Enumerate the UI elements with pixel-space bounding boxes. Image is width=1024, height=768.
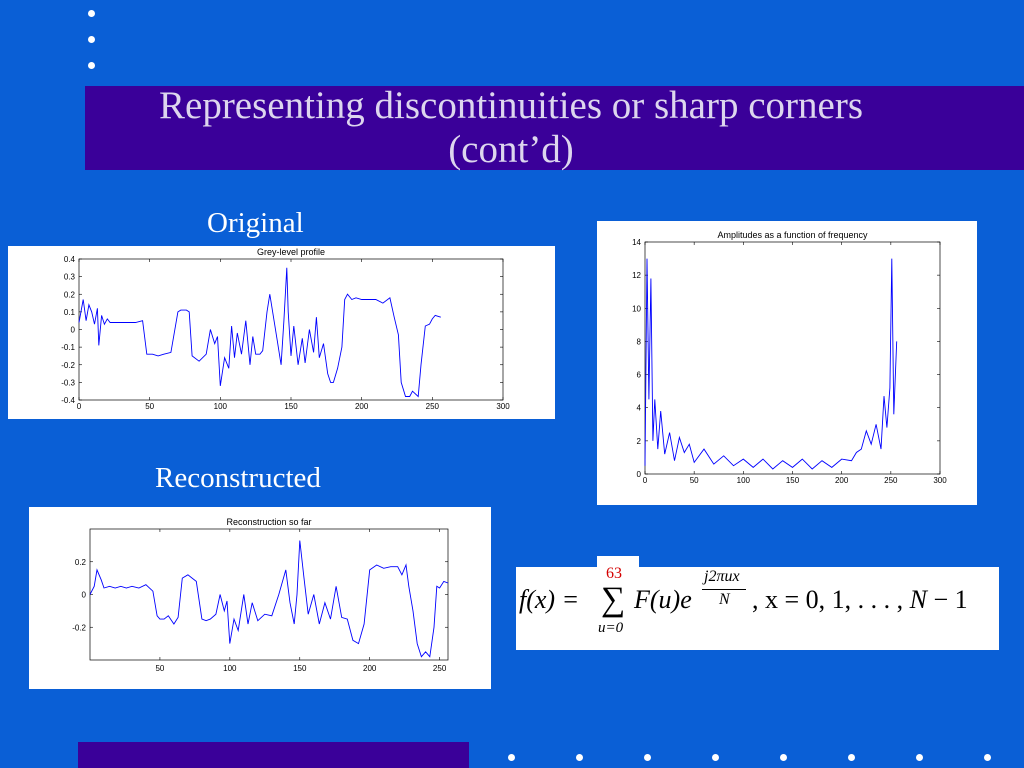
y-tick-label: 0.2 (64, 290, 76, 299)
label-original: Original (207, 207, 304, 239)
x-tick-label: 50 (145, 402, 154, 411)
sigma-symbol: ∑ (601, 581, 626, 618)
bullet-dot (848, 754, 855, 761)
x-tick-label: 150 (786, 476, 800, 485)
y-tick-label: 2 (637, 437, 642, 446)
title-band (85, 86, 1024, 170)
x-tick-label: 150 (293, 664, 307, 673)
x-tick-label: 200 (835, 476, 849, 485)
y-tick-label: 12 (632, 271, 641, 280)
exponent-denominator: N (719, 591, 730, 608)
plot-frame (78, 258, 504, 401)
y-tick-label: 0 (82, 591, 87, 600)
plot-frame (89, 528, 449, 661)
y-tick-label: 0 (637, 470, 642, 479)
top-bullet-dots (88, 10, 102, 88)
y-tick-label: 0.3 (64, 273, 76, 282)
chart-title: Amplitudes as a function of frequency (717, 230, 868, 240)
slide-title: Representing discontinuities or sharp co… (85, 84, 937, 172)
formula-tail-suffix: − 1 (927, 585, 968, 614)
y-tick-label: -0.2 (72, 623, 86, 632)
x-tick-label: 0 (77, 402, 82, 411)
bullet-dot (508, 754, 515, 761)
x-tick-label: 300 (933, 476, 947, 485)
series-line (644, 258, 898, 470)
series-line (89, 540, 449, 658)
y-tick-label: 6 (637, 371, 642, 380)
x-tick-label: 100 (214, 402, 228, 411)
x-tick-label: 300 (496, 402, 510, 411)
x-tick-label: 0 (643, 476, 648, 485)
y-tick-label: -0.2 (61, 361, 75, 370)
y-tick-label: 0.1 (64, 308, 76, 317)
formula-term: F(u)e (634, 585, 692, 614)
y-tick-label: 0.2 (75, 558, 87, 567)
series-line (78, 267, 441, 398)
x-tick-label: 200 (355, 402, 369, 411)
bullet-dot (984, 754, 991, 761)
chart-title: Grey-level profile (257, 247, 325, 257)
bullet-dot (576, 754, 583, 761)
y-tick-label: 8 (637, 337, 642, 346)
y-tick-label: 14 (632, 238, 641, 247)
y-tick-label: 10 (632, 304, 641, 313)
formula-box: f(x) = ∑ u=0 F(u)e j2πux N , x = 0, 1, .… (516, 567, 999, 650)
formula-tail-prefix: , x = 0, 1, . . . , (752, 585, 910, 614)
y-tick-label: 4 (637, 404, 642, 413)
chart-reconstruction: Reconstruction so far 50 100 150 200 250 -0.2 0… (29, 507, 491, 689)
x-tick-label: 150 (284, 402, 298, 411)
slide-number: 63 (606, 565, 622, 582)
x-tick-label: 200 (363, 664, 377, 673)
formula-tail: , x = 0, 1, . . . , N − 1 (752, 585, 968, 615)
sum-lower-limit: u=0 (598, 620, 624, 636)
formula-tail-var: N (909, 585, 928, 614)
exponent-numerator: j2πux (704, 568, 740, 585)
title-line-2: (cont’d) (448, 128, 574, 171)
x-tick-label: 50 (155, 664, 164, 673)
bullet-dot (712, 754, 719, 761)
y-tick-label: 0.4 (64, 255, 76, 264)
bottom-bullet-dots (508, 754, 1018, 764)
chart-grey-level-profile: Grey-level profile 0 50 100 150 200 250 300 -0.4… (8, 246, 555, 419)
slide-number-box (597, 556, 639, 586)
x-tick-label: 250 (433, 664, 447, 673)
title-line-1: Representing discontinuities or sharp co… (159, 84, 863, 127)
label-reconstructed: Reconstructed (155, 462, 321, 494)
y-tick-label: -0.4 (61, 396, 75, 405)
fraction-bar (702, 589, 746, 590)
fourier-inverse-formula: f(x) = ∑ u=0 F(u)e j2πux N , x = 0, 1, .… (516, 567, 999, 650)
x-tick-label: 50 (690, 476, 699, 485)
formula-lhs: f(x) = (519, 585, 580, 614)
x-tick-label: 250 (426, 402, 440, 411)
bullet-dot (916, 754, 923, 761)
x-tick-label: 100 (737, 476, 751, 485)
chart-amplitudes: Amplitudes as a function of frequency 0 50… (597, 221, 977, 505)
x-tick-label: 100 (223, 664, 237, 673)
y-tick-label: 0 (71, 326, 76, 335)
bottom-band (78, 742, 469, 768)
chart-title: Reconstruction so far (226, 517, 311, 527)
bullet-dot (644, 754, 651, 761)
y-tick-label: -0.1 (61, 343, 75, 352)
y-tick-label: -0.3 (61, 378, 75, 387)
x-tick-label: 250 (884, 476, 898, 485)
bullet-dot (780, 754, 787, 761)
